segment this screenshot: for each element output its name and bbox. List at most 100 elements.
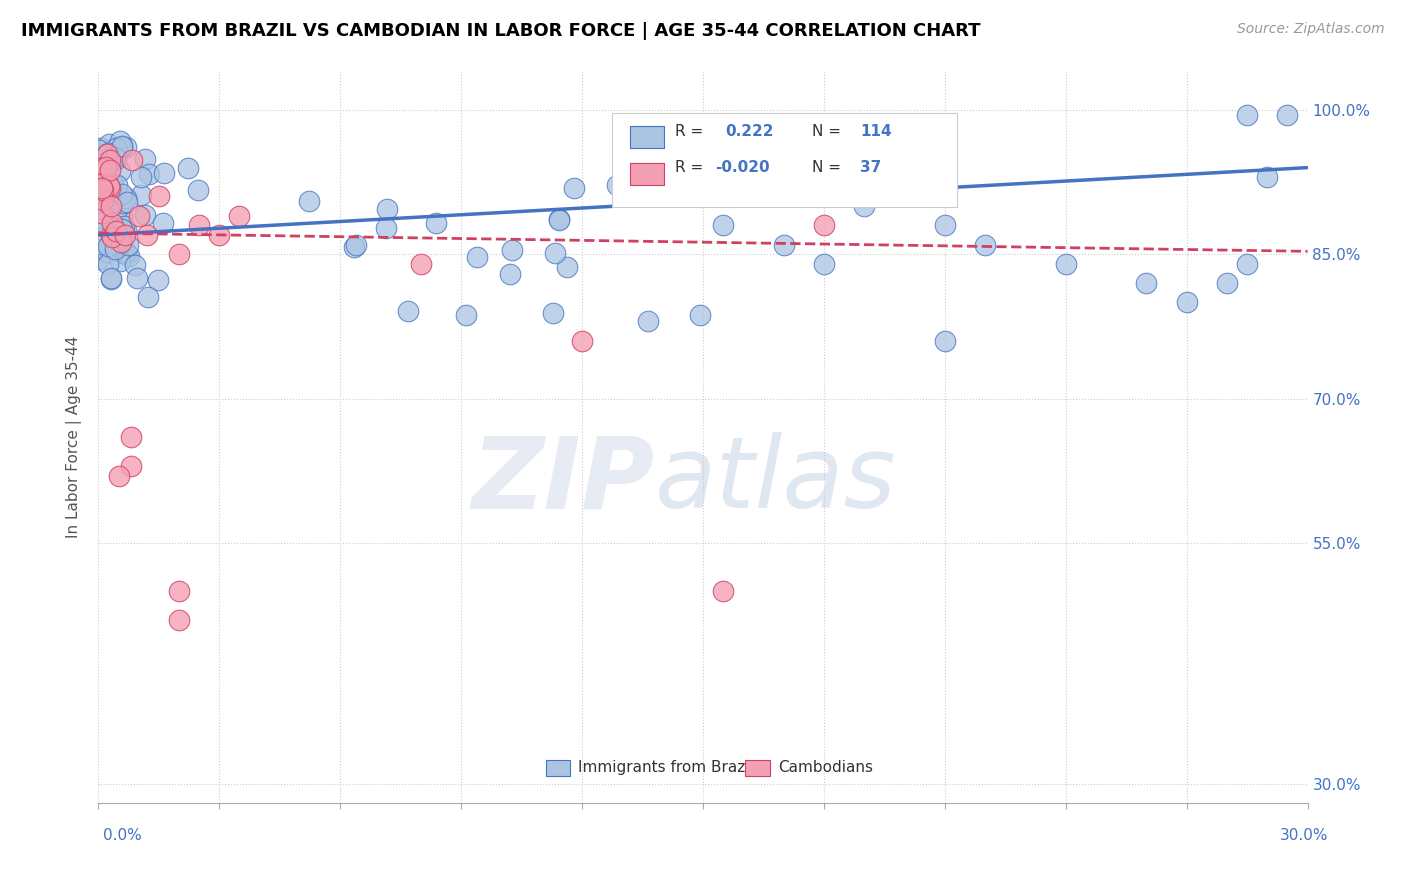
Point [111, 222, 134, 236]
Point [105, 178, 128, 193]
Point [153, 166, 176, 180]
Text: 114: 114 [860, 124, 891, 139]
Point [115, 191, 138, 205]
Point [375, 221, 398, 235]
Bar [546, 760, 569, 776]
Point [853, 199, 876, 213]
Bar [630, 162, 664, 185]
Point [100, 228, 122, 243]
Point [343, 240, 366, 254]
Point [111, 196, 134, 211]
Point [111, 140, 134, 154]
Text: atlas: atlas [655, 433, 896, 530]
Point [555, 260, 578, 275]
Point [90, 141, 112, 155]
Point [134, 153, 156, 167]
Point [104, 224, 127, 238]
Point [120, 430, 142, 444]
Text: 0.0%: 0.0% [103, 828, 142, 843]
Point [94, 161, 117, 175]
Point [454, 308, 477, 322]
Point [111, 187, 134, 202]
Point [1054, 257, 1077, 271]
Point [100, 272, 122, 286]
Point [97, 257, 120, 271]
Point [97, 146, 120, 161]
Point [934, 334, 956, 348]
Text: R =: R = [675, 124, 703, 139]
Point [98, 180, 121, 194]
Point [90, 171, 112, 186]
Point [425, 216, 447, 230]
Point [125, 271, 148, 285]
Text: Cambodians: Cambodians [778, 760, 873, 775]
Point [110, 235, 132, 249]
Point [105, 152, 128, 166]
Point [107, 234, 129, 248]
Point [934, 219, 956, 233]
Point [544, 245, 567, 260]
Point [176, 161, 198, 175]
Text: N =: N = [811, 161, 841, 176]
FancyBboxPatch shape [613, 113, 957, 207]
Point [87, 211, 110, 225]
Point [129, 170, 152, 185]
Point [94, 186, 117, 201]
Point [104, 141, 127, 155]
Point [111, 138, 134, 153]
Point [87, 252, 110, 266]
Point [93, 193, 115, 207]
Point [120, 458, 142, 473]
Point [152, 216, 174, 230]
Text: 37: 37 [860, 161, 882, 176]
Point [115, 244, 138, 259]
Point [89, 237, 111, 252]
Point [91, 156, 114, 170]
Point [637, 314, 659, 328]
Point [94, 202, 117, 217]
Point [97, 137, 120, 152]
Point [112, 219, 135, 233]
Point [100, 230, 122, 244]
Point [96, 184, 118, 198]
Point [298, 194, 321, 208]
Point [90, 161, 112, 175]
Point [138, 167, 160, 181]
Text: Immigrants from Brazil: Immigrants from Brazil [578, 760, 754, 775]
Point [134, 208, 156, 222]
Point [501, 243, 523, 257]
Point [498, 267, 520, 281]
Point [107, 468, 129, 483]
Point [107, 201, 129, 215]
Point [187, 183, 209, 197]
Point [90, 178, 112, 192]
Point [689, 308, 711, 322]
Point [103, 150, 125, 164]
Point [114, 139, 136, 153]
Text: -0.020: -0.020 [716, 161, 769, 176]
Point [93, 169, 115, 184]
Point [409, 257, 432, 271]
Point [562, 181, 585, 195]
Point [108, 237, 131, 252]
Point [117, 238, 139, 252]
Point [1277, 108, 1299, 122]
Text: Source: ZipAtlas.com: Source: ZipAtlas.com [1237, 22, 1385, 37]
Point [813, 257, 835, 271]
Point [93, 156, 115, 170]
Point [118, 249, 141, 263]
Point [91, 183, 114, 197]
Point [711, 584, 734, 599]
Text: N =: N = [811, 124, 841, 139]
Point [101, 195, 124, 210]
Text: 0.222: 0.222 [724, 124, 773, 139]
Point [91, 193, 114, 207]
Point [208, 227, 231, 242]
Point [114, 228, 136, 243]
Point [96, 245, 118, 260]
Point [375, 202, 398, 217]
Point [100, 216, 122, 230]
Text: R =: R = [675, 161, 703, 176]
Bar [745, 760, 769, 776]
Point [93, 170, 115, 185]
